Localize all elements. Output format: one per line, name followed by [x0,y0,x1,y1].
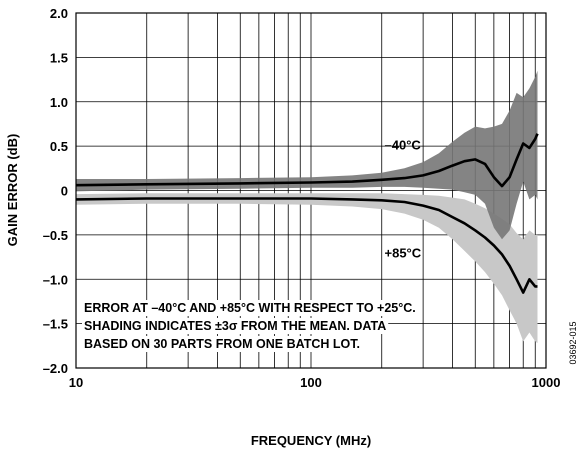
note-line: ERROR AT –40°C AND +85°C WITH RESPECT TO… [84,301,416,315]
note-background [82,318,389,334]
note-line: BASED ON 30 PARTS FROM ONE BATCH LOT. [84,337,360,351]
y-tick-label: 1.5 [50,50,68,65]
y-tick-label: –0.5 [43,228,68,243]
note-background [82,300,418,316]
x-tick-label: 100 [300,375,322,390]
sigma-bands [76,70,538,344]
chart-note: ERROR AT –40°C AND +85°C WITH RESPECT TO… [82,300,418,352]
y-tick-label: –1.0 [43,272,68,287]
figure-id: 03692-015 [568,321,578,364]
note-line: SHADING INDICATES ±3σ FROM THE MEAN. DAT… [84,319,386,333]
x-tick-labels: 10 100 1000 [69,375,561,390]
y-axis-label: GAIN ERROR (dB) [5,134,20,247]
series-label: –40°C [385,137,422,152]
plot-frame [75,12,547,369]
x-axis-label: FREQUENCY (MHz) [251,433,371,448]
y-tick-label: 0 [61,184,68,199]
series-line [75,197,538,294]
sigma-band [76,70,538,240]
x-tick-label: 10 [69,375,83,390]
x-tick-label: 1000 [532,375,561,390]
series-lines [75,133,539,294]
y-tick-label: –2.0 [43,361,68,376]
y-tick-label: 0.5 [50,139,68,154]
y-tick-label: –1.5 [43,317,68,332]
series-annotations: –40°C +85°C [385,137,422,260]
y-tick-labels: 2.0 1.5 1.0 0.5 0 –0.5 –1.0 –1.5 –2.0 [43,6,68,376]
series-label: +85°C [385,246,422,261]
y-tick-label: 2.0 [50,6,68,21]
y-tick-label: 1.0 [50,95,68,110]
note-background [82,336,362,352]
series-line [75,133,539,188]
